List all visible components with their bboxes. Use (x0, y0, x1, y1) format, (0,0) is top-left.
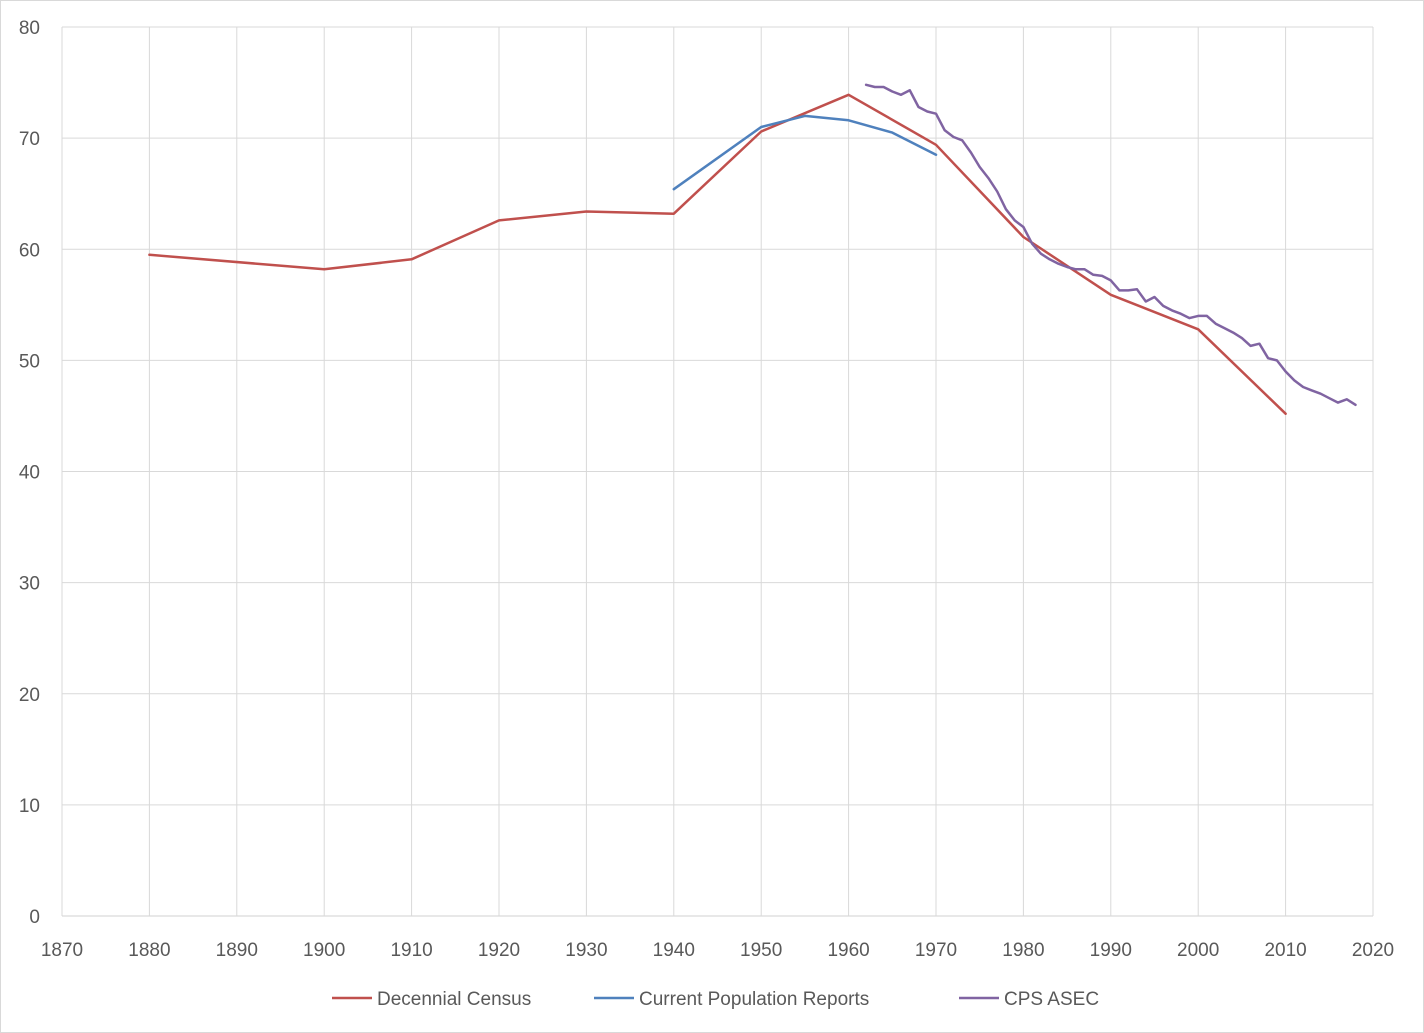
x-tick-label: 1970 (915, 940, 957, 961)
x-tick-label: 2020 (1352, 940, 1394, 961)
series-lines (148, 83, 1357, 415)
x-tick-label: 1950 (740, 940, 782, 961)
y-tick-label: 60 (19, 240, 40, 261)
x-tick-label: 1990 (1090, 940, 1132, 961)
legend-label: Decennial Census (377, 989, 531, 1010)
x-tick-label: 2000 (1177, 940, 1219, 961)
x-axis-ticks: 1870 1880 1890 1900 1910 1920 1930 1940 1950 1960… (41, 940, 1394, 961)
y-tick-label: 50 (19, 351, 40, 372)
y-tick-label: 40 (19, 463, 40, 484)
x-tick-label: 1910 (390, 940, 432, 961)
legend-label: CPS ASEC (1004, 989, 1099, 1010)
x-tick-label: 2010 (1264, 940, 1306, 961)
gridlines (61, 26, 1374, 916)
y-tick-label: 30 (19, 574, 40, 595)
y-tick-label: 80 (19, 18, 40, 39)
legend-label: Current Population Reports (639, 989, 869, 1010)
series-line-decennial-census (148, 93, 1287, 415)
y-tick-label: 70 (19, 129, 40, 150)
x-tick-label: 1930 (565, 940, 607, 961)
x-tick-label: 1960 (827, 940, 869, 961)
y-tick-label: 10 (19, 796, 40, 817)
y-tick-label: 0 (29, 907, 40, 928)
y-axis-ticks: 0 10 20 30 40 50 60 70 80 (19, 18, 40, 928)
x-tick-label: 1920 (478, 940, 520, 961)
x-tick-label: 1870 (41, 940, 83, 961)
x-tick-label: 1980 (1002, 940, 1044, 961)
legend: Decennial Census Current Population Repor… (332, 989, 1099, 1010)
y-tick-label: 20 (19, 685, 40, 706)
series-line-current-population-reports (672, 114, 938, 191)
legend-item: Decennial Census (332, 989, 531, 1010)
x-tick-label: 1890 (216, 940, 258, 961)
legend-item: Current Population Reports (594, 989, 869, 1010)
series-line-cps-asec (864, 83, 1357, 407)
x-tick-label: 1900 (303, 940, 345, 961)
legend-item: CPS ASEC (959, 989, 1099, 1010)
x-tick-label: 1880 (128, 940, 170, 961)
x-tick-label: 1940 (653, 940, 695, 961)
